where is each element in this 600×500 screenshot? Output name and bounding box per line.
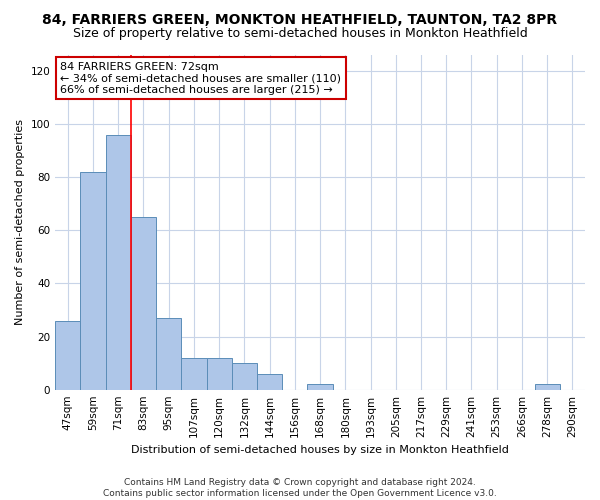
Bar	[55, 320, 80, 390]
Bar	[80, 172, 106, 390]
Text: 84, FARRIERS GREEN, MONKTON HEATHFIELD, TAUNTON, TA2 8PR: 84, FARRIERS GREEN, MONKTON HEATHFIELD, …	[43, 12, 557, 26]
Bar	[206, 358, 232, 390]
Bar	[156, 318, 181, 390]
Bar	[257, 374, 282, 390]
X-axis label: Distribution of semi-detached houses by size in Monkton Heathfield: Distribution of semi-detached houses by …	[131, 445, 509, 455]
Text: Contains HM Land Registry data © Crown copyright and database right 2024.
Contai: Contains HM Land Registry data © Crown c…	[103, 478, 497, 498]
Bar	[106, 134, 131, 390]
Bar	[232, 363, 257, 390]
Text: Size of property relative to semi-detached houses in Monkton Heathfield: Size of property relative to semi-detach…	[73, 28, 527, 40]
Bar	[535, 384, 560, 390]
Bar	[181, 358, 206, 390]
Text: 84 FARRIERS GREEN: 72sqm
← 34% of semi-detached houses are smaller (110)
66% of : 84 FARRIERS GREEN: 72sqm ← 34% of semi-d…	[61, 62, 341, 95]
Bar	[307, 384, 332, 390]
Y-axis label: Number of semi-detached properties: Number of semi-detached properties	[15, 120, 25, 326]
Bar	[131, 217, 156, 390]
